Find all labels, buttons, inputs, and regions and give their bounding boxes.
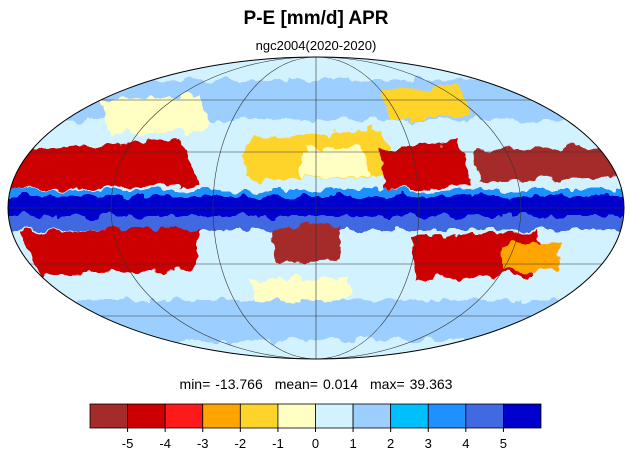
colorbar-tick-label: 0 — [312, 436, 319, 451]
colorbar-tick-label: -2 — [235, 436, 247, 451]
colorbar-tick-label: 3 — [425, 436, 432, 451]
map-border — [7, 56, 625, 360]
colorbar-swatch — [164, 403, 204, 429]
stat-value: 39.363 — [410, 376, 453, 392]
colorbar-tick-label: 5 — [500, 436, 507, 451]
colorbar-swatch — [390, 403, 429, 429]
colorbar-tick-label: -3 — [197, 436, 209, 451]
colorbar-swatch — [89, 403, 128, 429]
stat-label: max= — [370, 376, 405, 392]
colorbar-swatch — [315, 403, 354, 429]
title: P-E [mm/d] APR — [244, 8, 389, 29]
map — [8, 57, 624, 359]
colorbar-tick-label: -1 — [272, 436, 284, 451]
colorbar-tick-label: -4 — [159, 436, 171, 451]
colorbar-tick-label: 1 — [349, 436, 356, 451]
stat-value: -13.766 — [215, 376, 263, 392]
colorbar-swatch — [202, 403, 241, 429]
subtitle: ngc2004(2020-2020) — [256, 38, 377, 53]
stat-value: 0.014 — [323, 376, 358, 392]
colorbar-swatch — [427, 403, 467, 429]
colorbar-tick-label: 2 — [387, 436, 394, 451]
stats-line: min= -13.766 mean= 0.014 max= 39.363 — [180, 376, 453, 392]
colorbar-swatch — [352, 403, 392, 429]
colorbar-tick-label: 4 — [462, 436, 469, 451]
colorbar-swatch — [277, 403, 316, 429]
stat-label: mean= — [275, 376, 318, 392]
stats: min= -13.766 mean= 0.014 max= 39.363 — [180, 376, 453, 392]
colorbar-swatch — [503, 403, 542, 429]
colorbar-tick-label: -5 — [122, 436, 134, 451]
colorbar-swatch — [239, 403, 279, 429]
colorbar-swatch — [127, 403, 166, 429]
colorbar-swatch — [465, 403, 504, 429]
stat-label: min= — [180, 376, 211, 392]
colorbar: -5 -4 -3 -2 -1 0 1 2 3 4 5 — [89, 403, 542, 451]
